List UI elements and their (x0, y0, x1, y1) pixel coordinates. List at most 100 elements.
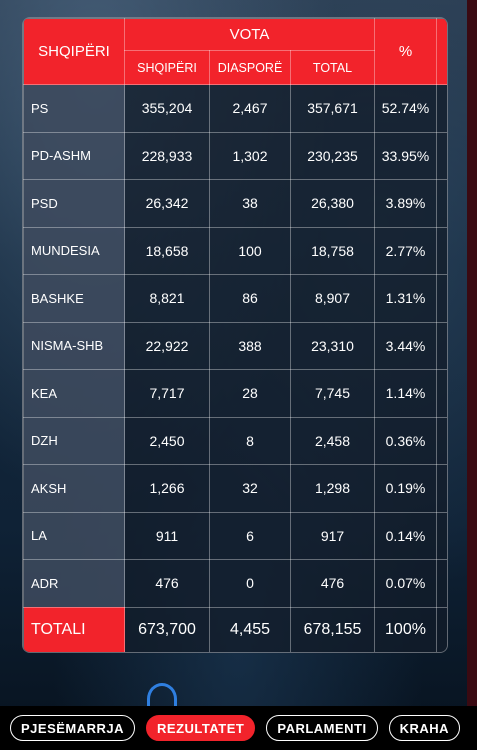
diaspora-cell: 86 (209, 274, 291, 323)
subheader-total: TOTAL (290, 50, 375, 85)
edge-cell (436, 274, 447, 323)
pct-cell: 0.07% (374, 559, 437, 608)
edge-cell (436, 464, 447, 513)
diaspora-cell: 100 (209, 226, 291, 275)
total-cell: 1,298 (290, 464, 375, 513)
party-name-cell: PD-ASHM (23, 131, 125, 180)
diaspora-cell: 6 (209, 511, 291, 560)
albania-cell: 911 (124, 511, 210, 560)
edge-cell (436, 321, 447, 370)
pct-cell: 100% (374, 606, 437, 652)
party-name-cell: BASHKE (23, 274, 125, 323)
albania-cell: 673,700 (124, 606, 210, 652)
albania-cell: 476 (124, 559, 210, 608)
party-name-cell: ADR (23, 559, 125, 608)
pct-cell: 0.19% (374, 464, 437, 513)
header-edge (436, 18, 447, 85)
pct-cell: 1.31% (374, 274, 437, 323)
diaspora-cell: 1,302 (209, 131, 291, 180)
total-cell: 357,671 (290, 84, 375, 133)
party-name-cell: DZH (23, 416, 125, 465)
diaspora-cell: 38 (209, 179, 291, 228)
results-table: SHQIPËRI VOTA % SHQIPËRI DIASPORË TOTAL … (23, 18, 447, 652)
nav-tab-kraha[interactable]: KRAHA (388, 715, 461, 741)
total-cell: 26,380 (290, 179, 375, 228)
diaspora-cell: 388 (209, 321, 291, 370)
nav-tab-parlamenti[interactable]: PARLAMENTI (266, 715, 378, 741)
right-edge-strip (467, 0, 477, 750)
diaspora-cell: 28 (209, 369, 291, 418)
results-table-container: SHQIPËRI VOTA % SHQIPËRI DIASPORË TOTAL … (22, 17, 448, 653)
party-name-cell: LA (23, 511, 125, 560)
edge-cell (436, 511, 447, 560)
albania-cell: 228,933 (124, 131, 210, 180)
total-cell: 917 (290, 511, 375, 560)
nav-tab-rezultatet[interactable]: REZULTATET (146, 715, 256, 741)
party-name-cell: TOTALI (23, 606, 125, 652)
edge-cell (436, 84, 447, 133)
total-row: TOTALI 673,700 4,455 678,155 100% (23, 606, 447, 652)
party-name-cell: NISMA-SHB (23, 321, 125, 370)
edge-cell (436, 179, 447, 228)
table-row: LA 911 6 917 0.14% (23, 511, 447, 560)
party-name-cell: MUNDESIA (23, 226, 125, 275)
header-party: SHQIPËRI (23, 18, 125, 85)
albania-cell: 355,204 (124, 84, 210, 133)
pct-cell: 52.74% (374, 84, 437, 133)
party-name-cell: PSD (23, 179, 125, 228)
albania-cell: 18,658 (124, 226, 210, 275)
table-row: DZH 2,450 8 2,458 0.36% (23, 416, 447, 465)
bottom-nav: PJESËMARRJA REZULTATET PARLAMENTI KRAHA (0, 706, 477, 750)
total-cell: 8,907 (290, 274, 375, 323)
header-votes: VOTA (124, 18, 375, 51)
subheader-albania: SHQIPËRI (124, 50, 210, 85)
total-cell: 678,155 (290, 606, 375, 652)
edge-cell (436, 559, 447, 608)
total-cell: 7,745 (290, 369, 375, 418)
party-name-cell: KEA (23, 369, 125, 418)
diaspora-cell: 8 (209, 416, 291, 465)
table-row: ADR 476 0 476 0.07% (23, 559, 447, 608)
diaspora-cell: 2,467 (209, 84, 291, 133)
table-row: PD-ASHM 228,933 1,302 230,235 33.95% (23, 131, 447, 180)
albania-cell: 8,821 (124, 274, 210, 323)
table-row: KEA 7,717 28 7,745 1.14% (23, 369, 447, 418)
diaspora-cell: 0 (209, 559, 291, 608)
party-name-cell: AKSH (23, 464, 125, 513)
albania-cell: 1,266 (124, 464, 210, 513)
table-row: PSD 26,342 38 26,380 3.89% (23, 179, 447, 228)
table-row: PS 355,204 2,467 357,671 52.74% (23, 84, 447, 133)
pct-cell: 3.89% (374, 179, 437, 228)
partial-logo-shape (147, 683, 177, 715)
albania-cell: 7,717 (124, 369, 210, 418)
albania-cell: 2,450 (124, 416, 210, 465)
total-cell: 476 (290, 559, 375, 608)
pct-cell: 1.14% (374, 369, 437, 418)
diaspora-cell: 4,455 (209, 606, 291, 652)
total-cell: 18,758 (290, 226, 375, 275)
pct-cell: 0.14% (374, 511, 437, 560)
edge-cell (436, 416, 447, 465)
total-cell: 2,458 (290, 416, 375, 465)
total-cell: 23,310 (290, 321, 375, 370)
nav-tab-pjesëmarrja[interactable]: PJESËMARRJA (10, 715, 136, 741)
table-row: AKSH 1,266 32 1,298 0.19% (23, 464, 447, 513)
albania-cell: 22,922 (124, 321, 210, 370)
pct-cell: 0.36% (374, 416, 437, 465)
pct-cell: 2.77% (374, 226, 437, 275)
edge-cell (436, 369, 447, 418)
header-percent: % (374, 18, 437, 85)
table-row: BASHKE 8,821 86 8,907 1.31% (23, 274, 447, 323)
table-body: PS 355,204 2,467 357,671 52.74% PD-ASHM 228,93… (23, 84, 447, 652)
pct-cell: 33.95% (374, 131, 437, 180)
edge-cell (436, 606, 447, 652)
albania-cell: 26,342 (124, 179, 210, 228)
subheader-diaspora: DIASPORË (209, 50, 291, 85)
table-row: MUNDESIA 18,658 100 18,758 2.77% (23, 226, 447, 275)
edge-cell (436, 226, 447, 275)
party-name-cell: PS (23, 84, 125, 133)
pct-cell: 3.44% (374, 321, 437, 370)
edge-cell (436, 131, 447, 180)
table-row: NISMA-SHB 22,922 388 23,310 3.44% (23, 321, 447, 370)
diaspora-cell: 32 (209, 464, 291, 513)
